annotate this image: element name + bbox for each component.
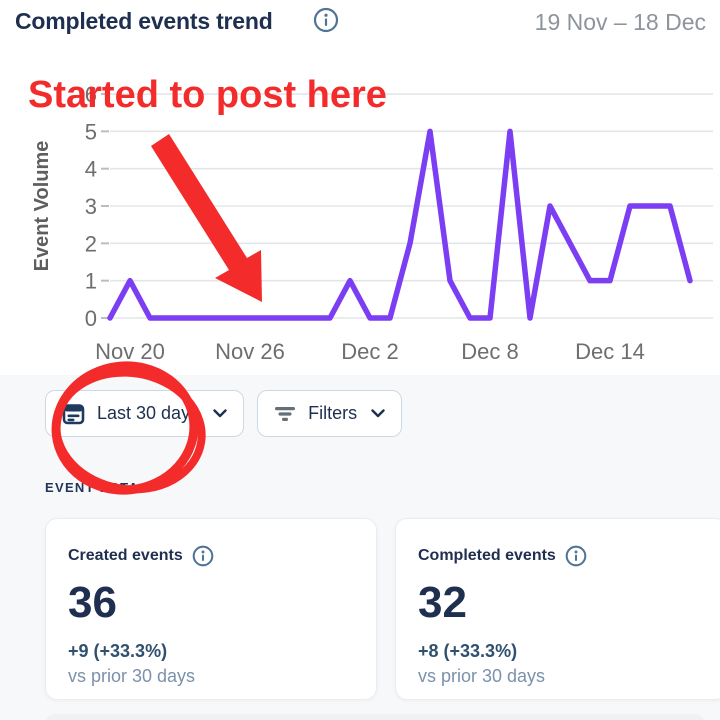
y-tick-label: 3 [85, 194, 97, 219]
next-card-row-edge [45, 714, 705, 720]
completed-events-trend-panel: 0 1 2 3 4 5 6 Nov 20 Nov 26 Dec 2 Dec 8 Dec 14 Event… [0, 0, 720, 364]
dashboard-body: Last 30 days Filters EVE [0, 375, 720, 720]
info-icon[interactable] [565, 545, 587, 567]
completed-events-card: Completed events 32 +8 (+33.3%) vs prior… [395, 518, 720, 700]
filters-label: Filters [308, 403, 358, 423]
trend-line-series [107, 128, 693, 321]
card-delta: +8 (+33.3%) [418, 641, 518, 661]
x-tick-label: Dec 14 [575, 339, 645, 364]
filters-button[interactable]: Filters [257, 390, 403, 437]
chart-date-range: 19 Nov – 18 Dec [534, 9, 706, 35]
date-range-label: Last 30 days [97, 403, 200, 423]
info-icon[interactable] [192, 545, 214, 567]
y-tick-label: 6 [85, 82, 97, 107]
card-compare: vs prior 30 days [418, 666, 546, 686]
calendar-icon [62, 402, 85, 425]
y-tick-label: 0 [85, 306, 97, 331]
card-title: Completed events [418, 547, 556, 564]
card-value: 36 [68, 578, 117, 627]
card-delta: +9 (+33.3%) [68, 641, 168, 661]
x-tick-label: Dec 2 [341, 339, 398, 364]
card-value: 32 [418, 578, 467, 627]
date-range-button[interactable]: Last 30 days [45, 390, 245, 437]
chart-header: Completed events trend 19 Nov – 18 Dec [0, 0, 720, 40]
filter-icon [274, 405, 296, 423]
info-icon[interactable] [313, 7, 339, 33]
y-tick-label: 1 [85, 269, 97, 294]
card-title: Created events [68, 547, 183, 564]
y-tick-label: 5 [85, 119, 97, 144]
created-events-card: Created events 36 +9 (+33.3%) vs prior 3… [45, 518, 377, 700]
metric-cards-row: Created events 36 +9 (+33.3%) vs prior 3… [45, 518, 720, 700]
section-label-event-data: EVENT DATA [45, 480, 140, 495]
x-tick-label: Nov 20 [95, 339, 165, 364]
y-axis-label: Event Volume [31, 141, 53, 272]
x-tick-label: Dec 8 [461, 339, 518, 364]
chevron-down-icon [371, 409, 385, 418]
card-compare: vs prior 30 days [68, 666, 196, 686]
chevron-down-icon [213, 409, 227, 418]
trend-line-chart: 0 1 2 3 4 5 6 Nov 20 Nov 26 Dec 2 Dec 8 Dec 14 Event… [31, 82, 713, 364]
y-tick-label: 2 [85, 231, 97, 256]
x-tick-label: Nov 26 [215, 339, 285, 364]
y-tick-label: 4 [85, 157, 97, 182]
annotation-text: Started to post here [28, 74, 387, 116]
filter-bar: Last 30 days Filters [45, 390, 403, 437]
chart-title: Completed events trend [15, 8, 273, 34]
